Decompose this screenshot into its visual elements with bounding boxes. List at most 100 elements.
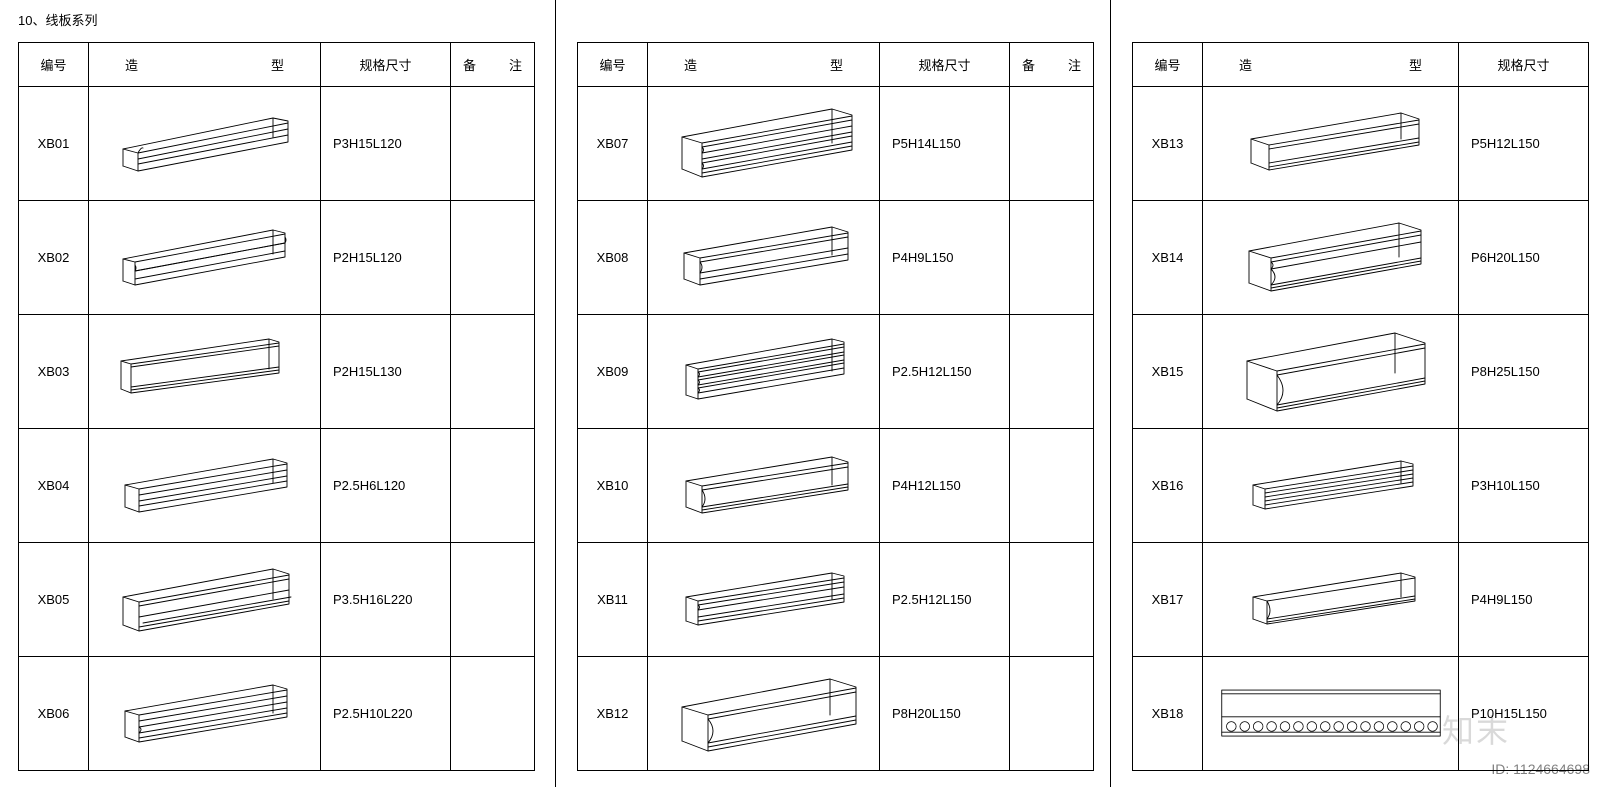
code-cell: XB02 xyxy=(19,201,89,315)
table-row: XB01 P3H15L120 xyxy=(19,87,535,201)
table-row: XB03 P2H15L130 xyxy=(19,315,535,429)
shape-cell xyxy=(1203,657,1459,771)
code-cell: XB16 xyxy=(1133,429,1203,543)
shape-cell xyxy=(89,543,321,657)
table-header-row: 编号 造 型 规格尺寸 备 注 xyxy=(19,43,535,87)
notes-cell xyxy=(451,543,535,657)
notes-cell xyxy=(1010,87,1094,201)
molding-xb15-icon xyxy=(1231,329,1431,414)
code-cell: XB10 xyxy=(578,429,648,543)
molding-xb17-icon xyxy=(1231,557,1431,642)
header-code: 编号 xyxy=(578,43,648,87)
table-row: XB10 P4H12L150 xyxy=(578,429,1094,543)
molding-xb14-icon xyxy=(1231,215,1431,300)
notes-cell xyxy=(1010,429,1094,543)
table-row: XB04 P2.5H6L120 xyxy=(19,429,535,543)
notes-cell xyxy=(1010,657,1094,771)
table-row: XB12 P8H20L150 xyxy=(578,657,1094,771)
header-shape: 造 型 xyxy=(1203,43,1459,87)
code-cell: XB01 xyxy=(19,87,89,201)
molding-xb03-icon xyxy=(105,329,305,414)
table-row: XB14 P6H20L150 xyxy=(1133,201,1589,315)
spec-cell: P2.5H6L120 xyxy=(321,429,451,543)
spec-cell: P3H15L120 xyxy=(321,87,451,201)
table-row: XB13 P5H12L150 xyxy=(1133,87,1589,201)
shape-cell xyxy=(89,315,321,429)
catalog-table-2: 编号 造 型 规格尺寸 备 注 XB07 P5H14L150 xyxy=(577,42,1094,771)
table-row: XB11 P2.5H12L150 xyxy=(578,543,1094,657)
table-row: XB16 P3H10L150 xyxy=(1133,429,1589,543)
code-cell: XB17 xyxy=(1133,543,1203,657)
page-divider-2 xyxy=(1110,0,1111,787)
code-cell: XB04 xyxy=(19,429,89,543)
notes-cell xyxy=(451,315,535,429)
header-shape: 造 型 xyxy=(648,43,880,87)
shape-cell xyxy=(89,429,321,543)
shape-cell xyxy=(648,315,880,429)
molding-xb09-icon xyxy=(664,329,864,414)
shape-cell xyxy=(1203,429,1459,543)
header-notes: 备 注 xyxy=(1010,43,1094,87)
molding-xb16-icon xyxy=(1231,443,1431,528)
watermark-id: ID: 1124664698 xyxy=(1491,761,1590,777)
table-header-row: 编号 造 型 规格尺寸 xyxy=(1133,43,1589,87)
molding-xb10-icon xyxy=(664,443,864,528)
code-cell: XB13 xyxy=(1133,87,1203,201)
spec-cell: P3.5H16L220 xyxy=(321,543,451,657)
shape-cell xyxy=(1203,201,1459,315)
molding-xb05-icon xyxy=(105,557,305,642)
spec-cell: P2H15L130 xyxy=(321,315,451,429)
molding-xb11-icon xyxy=(664,557,864,642)
molding-xb06-icon xyxy=(105,671,305,756)
table-row: XB09 P2.5H12L150 xyxy=(578,315,1094,429)
table-row: XB07 P5H14L150 xyxy=(578,87,1094,201)
shape-cell xyxy=(648,201,880,315)
spec-cell: P4H9L150 xyxy=(1459,543,1589,657)
code-cell: XB15 xyxy=(1133,315,1203,429)
molding-xb04-icon xyxy=(105,443,305,528)
notes-cell xyxy=(451,87,535,201)
code-cell: XB12 xyxy=(578,657,648,771)
molding-xb18-icon xyxy=(1216,671,1446,756)
code-cell: XB11 xyxy=(578,543,648,657)
header-spec: 规格尺寸 xyxy=(1459,43,1589,87)
header-notes: 备 注 xyxy=(451,43,535,87)
shape-cell xyxy=(1203,543,1459,657)
page-divider-1 xyxy=(555,0,556,787)
code-cell: XB05 xyxy=(19,543,89,657)
code-cell: XB14 xyxy=(1133,201,1203,315)
table-row: XB08 P4H9L150 xyxy=(578,201,1094,315)
table-row: XB18 P10H15L150 xyxy=(1133,657,1589,771)
header-spec: 规格尺寸 xyxy=(880,43,1010,87)
notes-cell xyxy=(451,657,535,771)
shape-cell xyxy=(89,657,321,771)
notes-cell xyxy=(451,201,535,315)
spec-cell: P4H12L150 xyxy=(880,429,1010,543)
spec-cell: P8H25L150 xyxy=(1459,315,1589,429)
code-cell: XB09 xyxy=(578,315,648,429)
table-row: XB05 P3.5H16L220 xyxy=(19,543,535,657)
spec-cell: P3H10L150 xyxy=(1459,429,1589,543)
table-row: XB02 P2H15L120 xyxy=(19,201,535,315)
header-code: 编号 xyxy=(19,43,89,87)
spec-cell: P2.5H12L150 xyxy=(880,315,1010,429)
molding-xb08-icon xyxy=(664,215,864,300)
notes-cell xyxy=(1010,315,1094,429)
spec-cell: P8H20L150 xyxy=(880,657,1010,771)
molding-xb12-icon xyxy=(664,671,864,756)
spec-cell: P5H14L150 xyxy=(880,87,1010,201)
code-cell: XB07 xyxy=(578,87,648,201)
shape-cell xyxy=(1203,315,1459,429)
shape-cell xyxy=(648,429,880,543)
spec-cell: P2H15L120 xyxy=(321,201,451,315)
table-row: XB17 P4H9L150 xyxy=(1133,543,1589,657)
table-header-row: 编号 造 型 规格尺寸 备 注 xyxy=(578,43,1094,87)
page-title: 10、线板系列 xyxy=(18,10,97,29)
shape-cell xyxy=(648,87,880,201)
spec-cell: P5H12L150 xyxy=(1459,87,1589,201)
molding-xb02-icon xyxy=(105,215,305,300)
spec-cell: P2.5H10L220 xyxy=(321,657,451,771)
molding-xb13-icon xyxy=(1231,101,1431,186)
notes-cell xyxy=(1010,201,1094,315)
table-row: XB06 P2.5H10L220 xyxy=(19,657,535,771)
